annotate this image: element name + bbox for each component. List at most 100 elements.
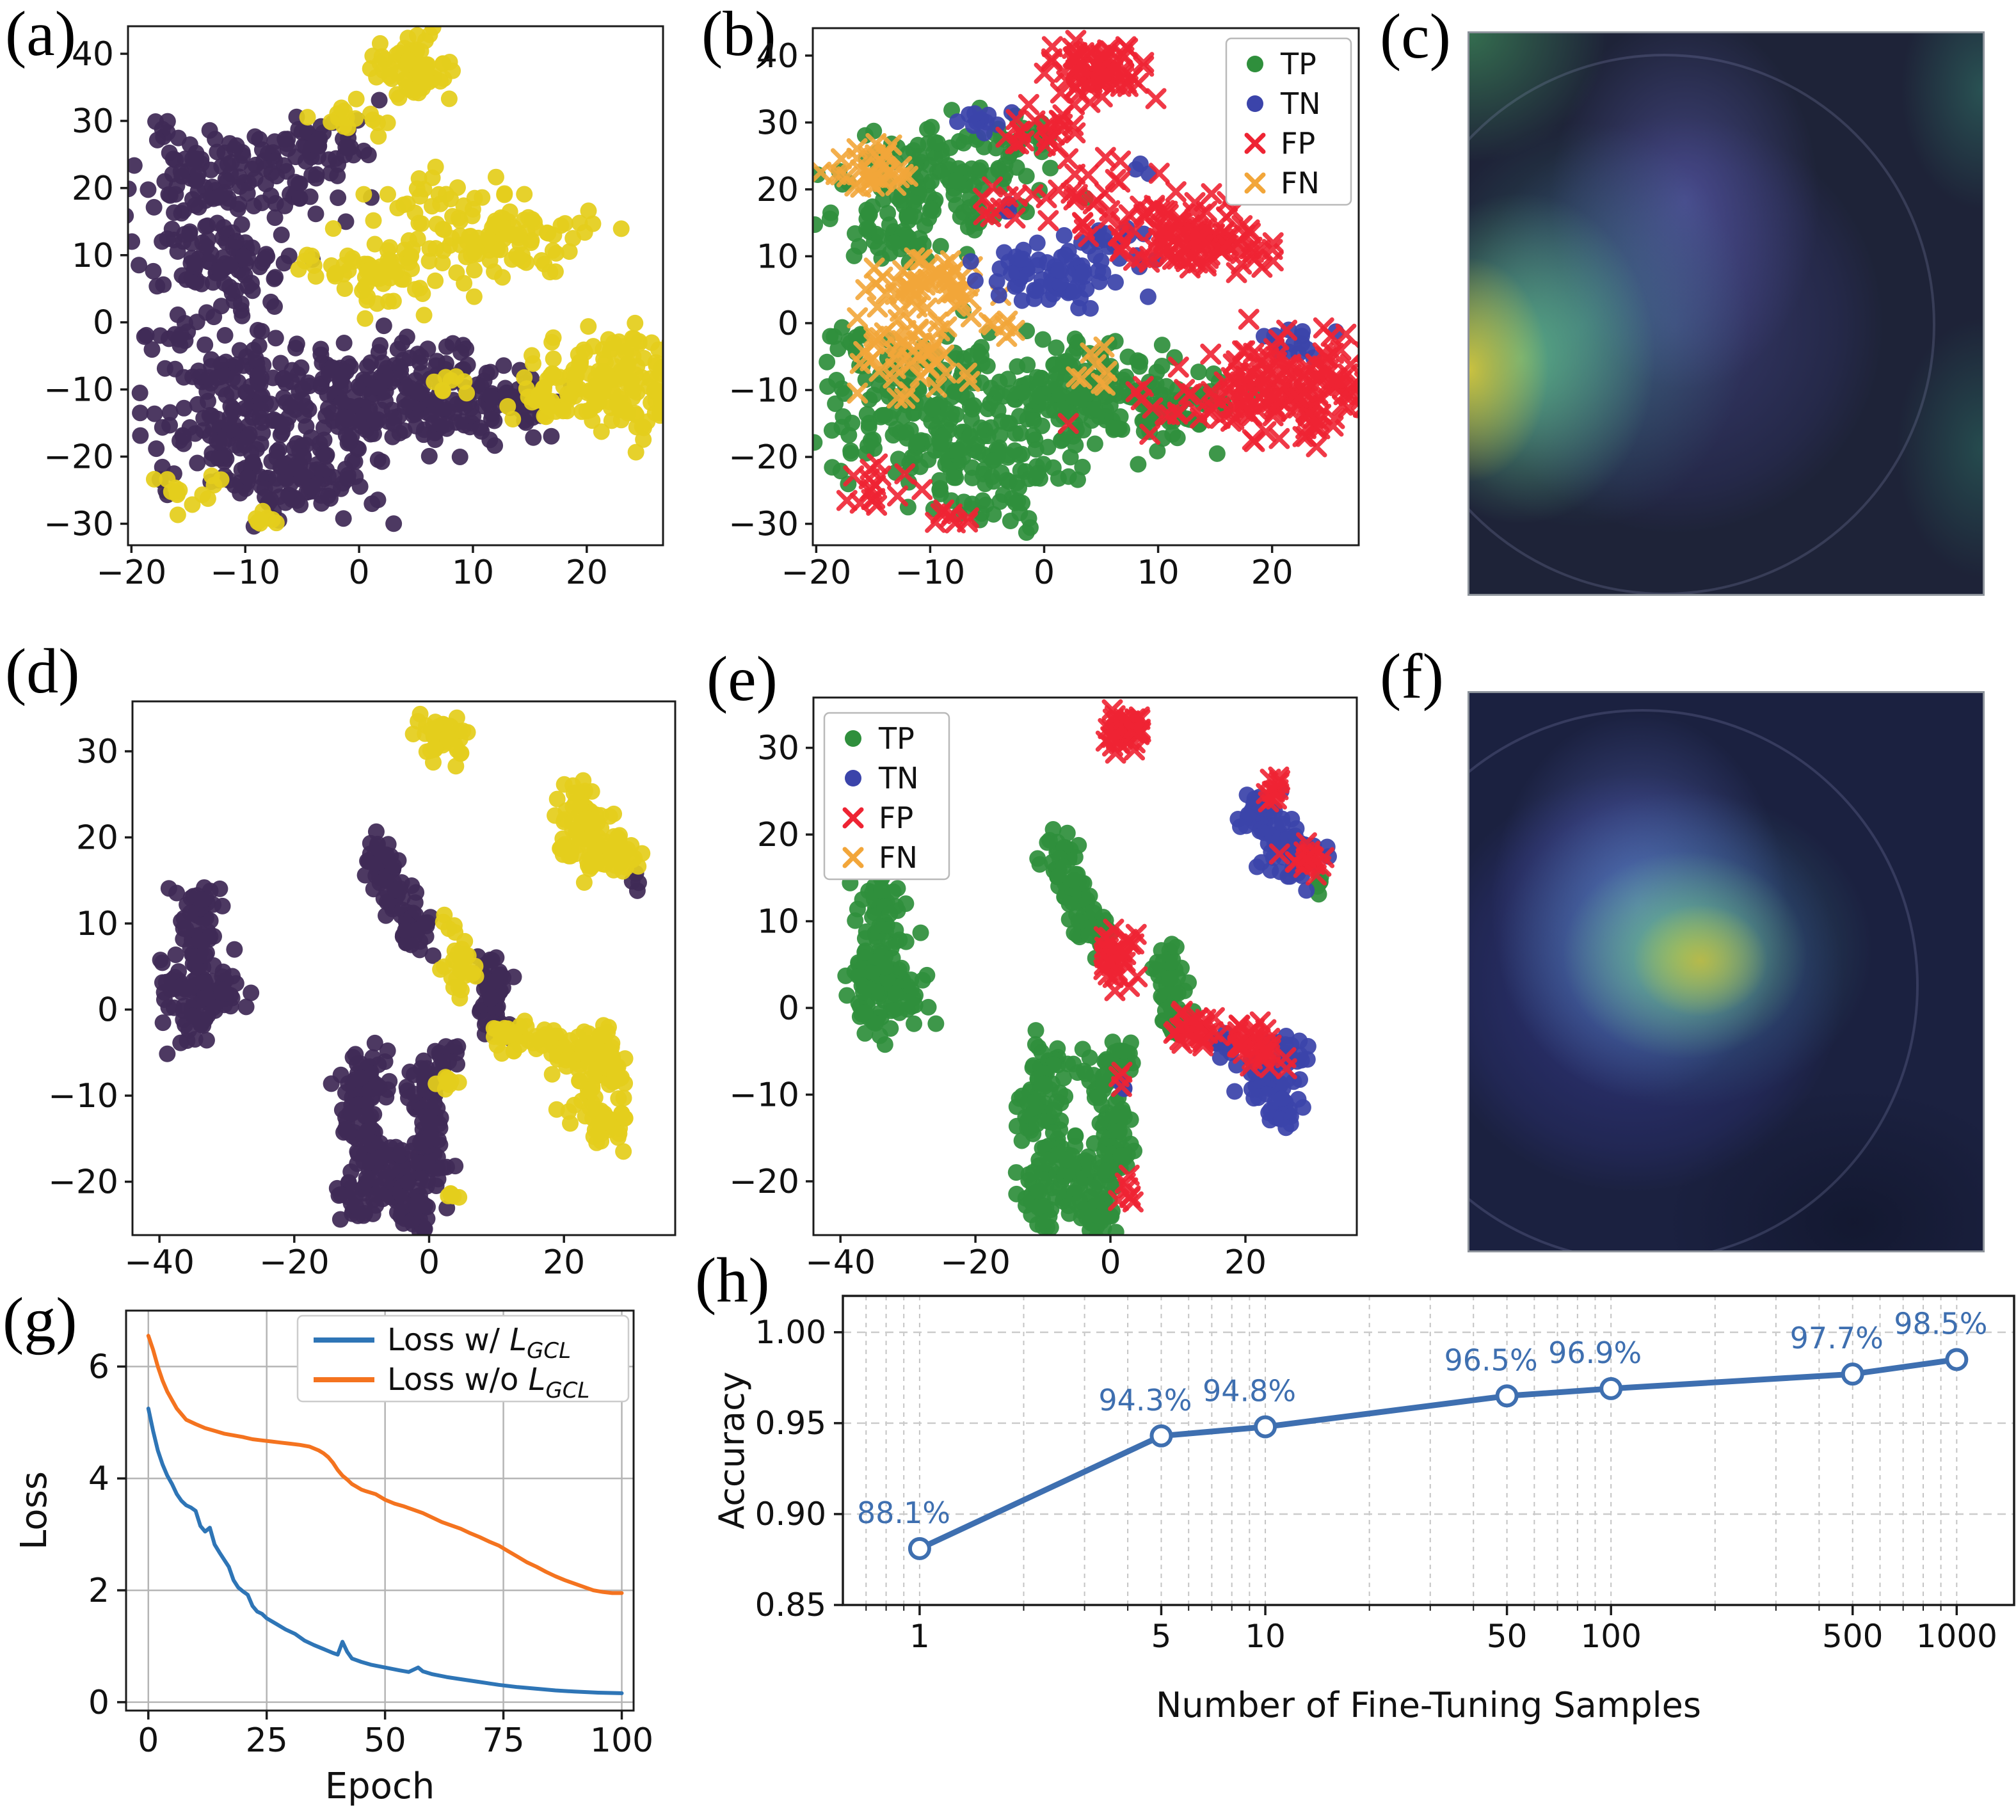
svg-text:6: 6 — [88, 1348, 109, 1386]
svg-text:1000: 1000 — [1916, 1618, 1997, 1655]
svg-text:20: 20 — [757, 816, 799, 854]
chart-a: −20 −10 0 10 20 −30 −20 −10 0 10 20 30 40 — [44, 25, 664, 592]
svg-text:Number of Fine-Tuning Samples: Number of Fine-Tuning Samples — [1156, 1685, 1701, 1725]
svg-text:−20: −20 — [44, 438, 114, 477]
svg-text:0: 0 — [97, 991, 118, 1030]
svg-text:97.7%: 97.7% — [1790, 1321, 1884, 1355]
svg-text:0: 0 — [93, 304, 114, 342]
panel-label-h: (h) — [695, 1245, 770, 1316]
chart-e: −40 −20 0 20 −20 −10 0 10 20 30 TP TN FP FN — [729, 696, 1358, 1282]
svg-text:0: 0 — [138, 1721, 159, 1760]
svg-text:−10: −10 — [210, 554, 280, 592]
svg-text:TN: TN — [878, 761, 919, 795]
svg-text:−20: −20 — [259, 1243, 330, 1282]
svg-text:0: 0 — [349, 554, 370, 592]
svg-text:−10: −10 — [728, 371, 799, 410]
svg-text:TP: TP — [878, 721, 915, 756]
svg-text:10: 10 — [76, 905, 118, 943]
svg-text:40: 40 — [72, 35, 114, 74]
svg-text:96.5%: 96.5% — [1444, 1343, 1538, 1377]
svg-text:FP: FP — [879, 801, 913, 835]
svg-text:TP: TP — [1280, 47, 1316, 81]
svg-text:1: 1 — [909, 1618, 930, 1655]
panel-label-g: (g) — [3, 1284, 77, 1355]
svg-text:75: 75 — [482, 1721, 524, 1760]
panel-label-c: (c) — [1380, 1, 1451, 72]
svg-text:30: 30 — [76, 733, 118, 771]
svg-text:0.95: 0.95 — [755, 1405, 826, 1442]
chart-b: −20 −10 0 10 20 −30 −20 −10 0 10 20 30 40 TP TN FP FN — [728, 27, 1360, 592]
gradcam-heatmap-panel-f — [1468, 691, 1985, 1252]
svg-text:Accuracy: Accuracy — [712, 1371, 752, 1529]
panel-label-b: (b) — [701, 0, 776, 69]
svg-text:94.8%: 94.8% — [1203, 1374, 1296, 1409]
svg-text:20: 20 — [566, 554, 608, 592]
svg-text:0: 0 — [1034, 554, 1055, 592]
svg-text:−20: −20 — [781, 554, 851, 592]
svg-text:100: 100 — [590, 1721, 653, 1760]
svg-text:−10: −10 — [44, 371, 114, 410]
svg-text:−40: −40 — [805, 1243, 876, 1282]
panel-label-a: (a) — [5, 0, 76, 69]
svg-text:10: 10 — [757, 903, 799, 941]
svg-text:10: 10 — [72, 237, 114, 275]
svg-text:10: 10 — [1137, 554, 1179, 592]
gradcam-heatmap-panel-c — [1468, 31, 1985, 596]
svg-text:40: 40 — [756, 37, 799, 76]
svg-text:30: 30 — [72, 102, 114, 141]
svg-text:20: 20 — [543, 1243, 585, 1282]
svg-text:30: 30 — [757, 730, 799, 768]
svg-text:50: 50 — [1487, 1618, 1528, 1655]
svg-text:88.1%: 88.1% — [857, 1496, 950, 1530]
svg-text:50: 50 — [364, 1721, 406, 1760]
svg-text:96.9%: 96.9% — [1548, 1336, 1642, 1370]
svg-text:FN: FN — [1281, 166, 1320, 200]
svg-text:−10: −10 — [729, 1076, 799, 1115]
svg-text:−30: −30 — [44, 505, 114, 543]
svg-text:0: 0 — [778, 305, 799, 343]
svg-text:0.85: 0.85 — [755, 1586, 826, 1624]
chart-d: −40 −20 0 20 −20 −10 0 10 20 30 — [48, 700, 676, 1282]
svg-text:−20: −20 — [940, 1243, 1011, 1282]
svg-text:1.00: 1.00 — [755, 1314, 826, 1351]
svg-text:0: 0 — [778, 989, 799, 1028]
svg-text:−20: −20 — [728, 438, 799, 477]
svg-text:30: 30 — [756, 104, 799, 142]
svg-text:−20: −20 — [96, 554, 166, 592]
svg-text:−30: −30 — [728, 506, 799, 544]
svg-text:20: 20 — [756, 171, 799, 209]
svg-text:98.5%: 98.5% — [1894, 1306, 1987, 1341]
svg-text:10: 10 — [1245, 1618, 1286, 1655]
svg-text:0: 0 — [1100, 1243, 1121, 1282]
svg-text:TN: TN — [1280, 86, 1321, 121]
svg-text:−10: −10 — [895, 554, 966, 592]
svg-text:20: 20 — [72, 170, 114, 208]
svg-text:FP: FP — [1281, 126, 1315, 161]
panel-label-d: (d) — [5, 635, 80, 706]
svg-text:5: 5 — [1151, 1618, 1172, 1655]
svg-text:0: 0 — [419, 1243, 440, 1282]
svg-text:20: 20 — [1251, 554, 1293, 592]
svg-text:−10: −10 — [48, 1077, 118, 1115]
svg-text:10: 10 — [756, 237, 799, 276]
svg-text:Loss: Loss — [13, 1471, 55, 1550]
svg-text:FN: FN — [879, 840, 918, 875]
panel-label-f: (f) — [1380, 641, 1444, 712]
svg-text:94.3%: 94.3% — [1098, 1383, 1192, 1417]
svg-text:20: 20 — [1224, 1243, 1267, 1282]
svg-text:4: 4 — [88, 1460, 109, 1498]
svg-text:2: 2 — [88, 1572, 109, 1610]
svg-text:25: 25 — [246, 1721, 288, 1760]
svg-text:−40: −40 — [124, 1243, 195, 1282]
svg-text:500: 500 — [1822, 1618, 1883, 1655]
svg-text:20: 20 — [76, 819, 118, 858]
svg-text:10: 10 — [452, 554, 494, 592]
svg-text:−20: −20 — [729, 1163, 799, 1201]
svg-text:100: 100 — [1580, 1618, 1641, 1655]
svg-text:Epoch: Epoch — [325, 1766, 435, 1807]
panel-label-e: (e) — [707, 643, 778, 714]
svg-text:−20: −20 — [48, 1163, 118, 1202]
